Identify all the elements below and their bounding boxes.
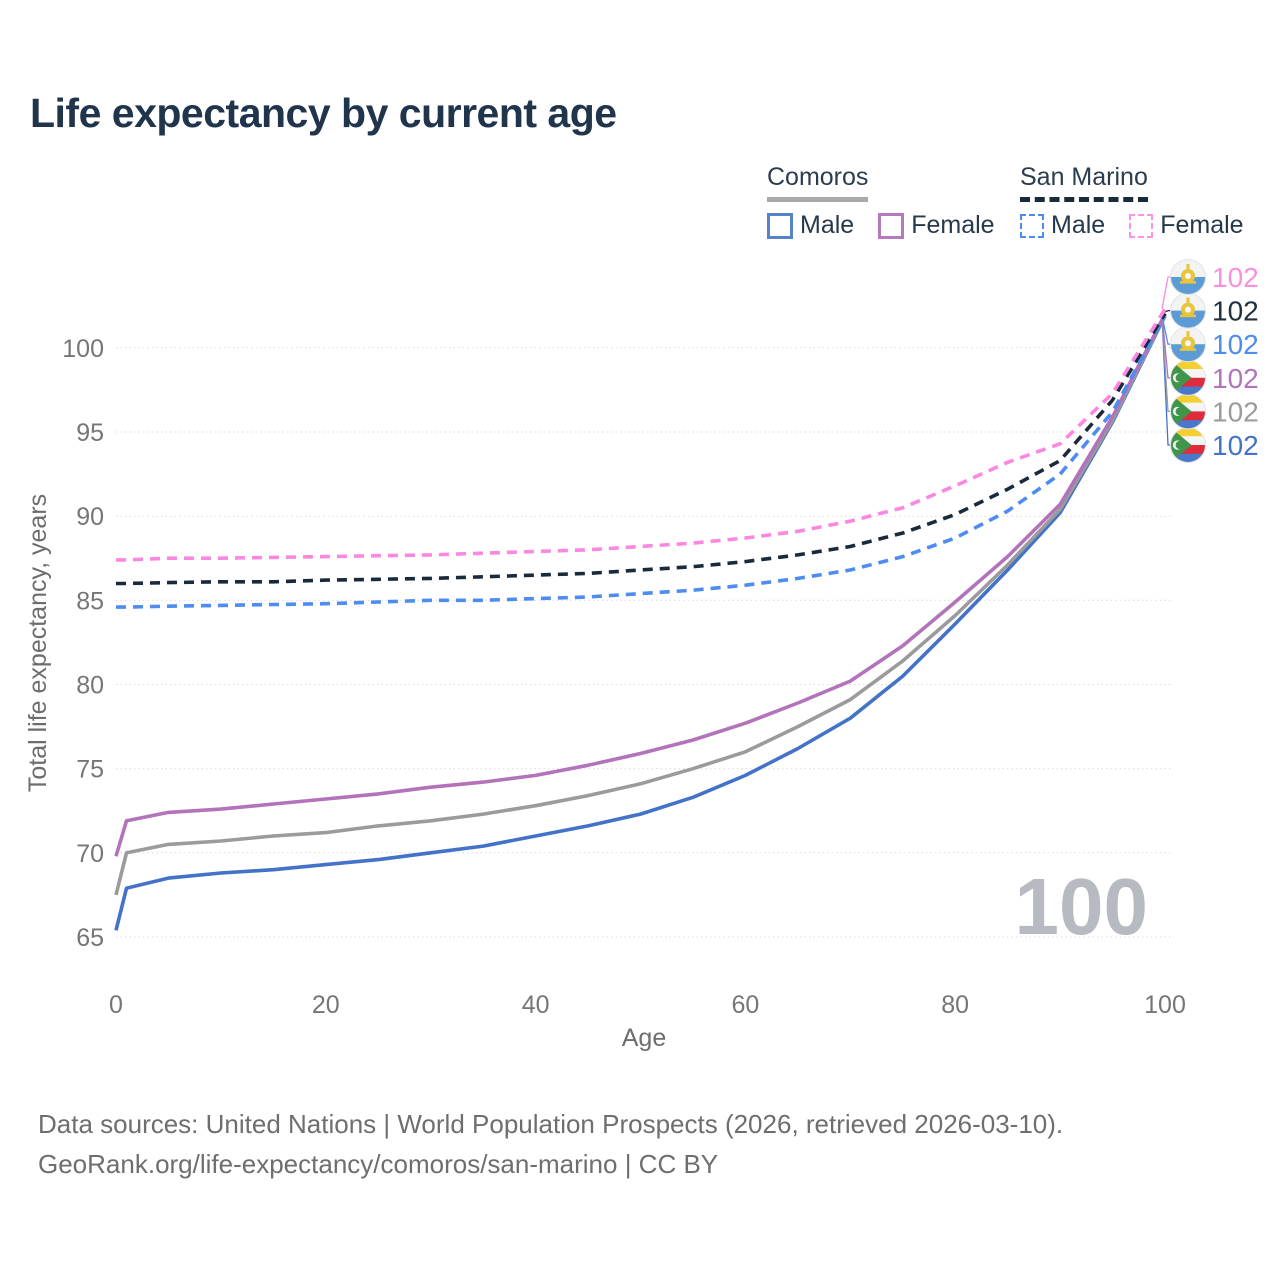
legend-swatch-san-marino-female-icon[interactable] [1129, 213, 1154, 238]
y-tick-label: 80 [76, 672, 104, 700]
legend-items-comoros: Male Female [767, 211, 995, 240]
end-value-label-comoros-total: 102 [1212, 396, 1259, 427]
end-label-connector [1161, 314, 1171, 413]
end-value-label-comoros-male: 102 [1212, 430, 1259, 461]
x-tick-label: 20 [312, 991, 340, 1019]
end-value-label-san-marino-female: 102 [1212, 262, 1259, 293]
y-tick-label: 75 [76, 756, 104, 784]
legend-swatch-comoros-female-icon[interactable] [878, 212, 905, 239]
legend-item-label: Female [1160, 211, 1244, 239]
series-line-san-marino-male[interactable] [116, 314, 1167, 609]
x-axis-title: Age [622, 1024, 666, 1052]
x-tick-label: 80 [941, 991, 969, 1019]
y-tick-label: 95 [76, 419, 104, 447]
flag-icon-san-marino [1170, 293, 1206, 329]
legend-item-label: Female [911, 211, 995, 239]
series-line-comoros-male[interactable] [114, 315, 1167, 931]
legend-item-comoros-male[interactable]: Male [767, 211, 854, 240]
flag-icon-san-marino [1170, 259, 1206, 295]
series-line-comoros-female[interactable] [114, 313, 1167, 857]
legend-group-comoros: Comoros Male Female [767, 163, 995, 240]
x-tick-label: 60 [731, 991, 759, 1019]
series-line-san-marino-female[interactable] [116, 308, 1167, 562]
legend-swatch-san-marino-male-icon[interactable] [1020, 213, 1044, 238]
legend-items-san-marino: Male Female [1020, 211, 1244, 240]
legend-group-title-san-marino: San Marino [1020, 163, 1148, 202]
legend-group-san-marino: San Marino Male Female [1020, 163, 1244, 240]
age-counter-watermark: 100 [1014, 862, 1148, 951]
flag-icon-comoros [1170, 360, 1206, 396]
y-tick-label: 85 [76, 587, 104, 615]
page-title: Life expectancy by current age [30, 90, 617, 136]
y-tick-label: 70 [76, 840, 104, 868]
x-tick-label: 100 [1144, 991, 1186, 1019]
y-axis-title: Total life expectancy, years [24, 494, 52, 792]
footer-attribution: GeoRank.org/life-expectancy/comoros/san-… [38, 1149, 719, 1179]
x-tick-label: 40 [522, 991, 550, 1019]
y-tick-label: 90 [76, 503, 104, 531]
end-label-connector [1161, 315, 1171, 446]
end-label-connector [1161, 276, 1171, 310]
end-value-label-comoros-female: 102 [1212, 363, 1259, 394]
flag-icon-comoros [1170, 427, 1206, 463]
legend-item-label: Male [1051, 211, 1106, 239]
legend-swatch-comoros-male-icon[interactable] [767, 212, 793, 239]
series-line-comoros-total[interactable] [114, 314, 1167, 896]
end-label-connector [1161, 315, 1171, 345]
end-label-connector [1161, 314, 1171, 379]
flag-ring [1170, 259, 1206, 295]
x-tick-label: 0 [109, 991, 123, 1019]
end-value-label-san-marino-male: 102 [1212, 329, 1259, 360]
flag-icon-san-marino [1170, 326, 1206, 362]
end-value-label-san-marino-total: 102 [1212, 296, 1259, 327]
legend-item-comoros-female[interactable]: Female [878, 211, 995, 240]
y-tick-label: 100 [62, 335, 104, 363]
flag-icon-comoros [1170, 393, 1206, 429]
legend-item-san-marino-male[interactable]: Male [1020, 211, 1105, 240]
legend-item-san-marino-female[interactable]: Female [1129, 211, 1244, 240]
legend-group-title-comoros: Comoros [767, 163, 869, 202]
y-tick-label: 65 [76, 924, 104, 952]
series-line-san-marino-total[interactable] [116, 312, 1167, 586]
footer-data-sources: Data sources: United Nations | World Pop… [38, 1109, 1064, 1139]
legend-item-label: Male [800, 211, 855, 239]
footer: Data sources: United Nations | World Pop… [38, 1104, 1063, 1184]
